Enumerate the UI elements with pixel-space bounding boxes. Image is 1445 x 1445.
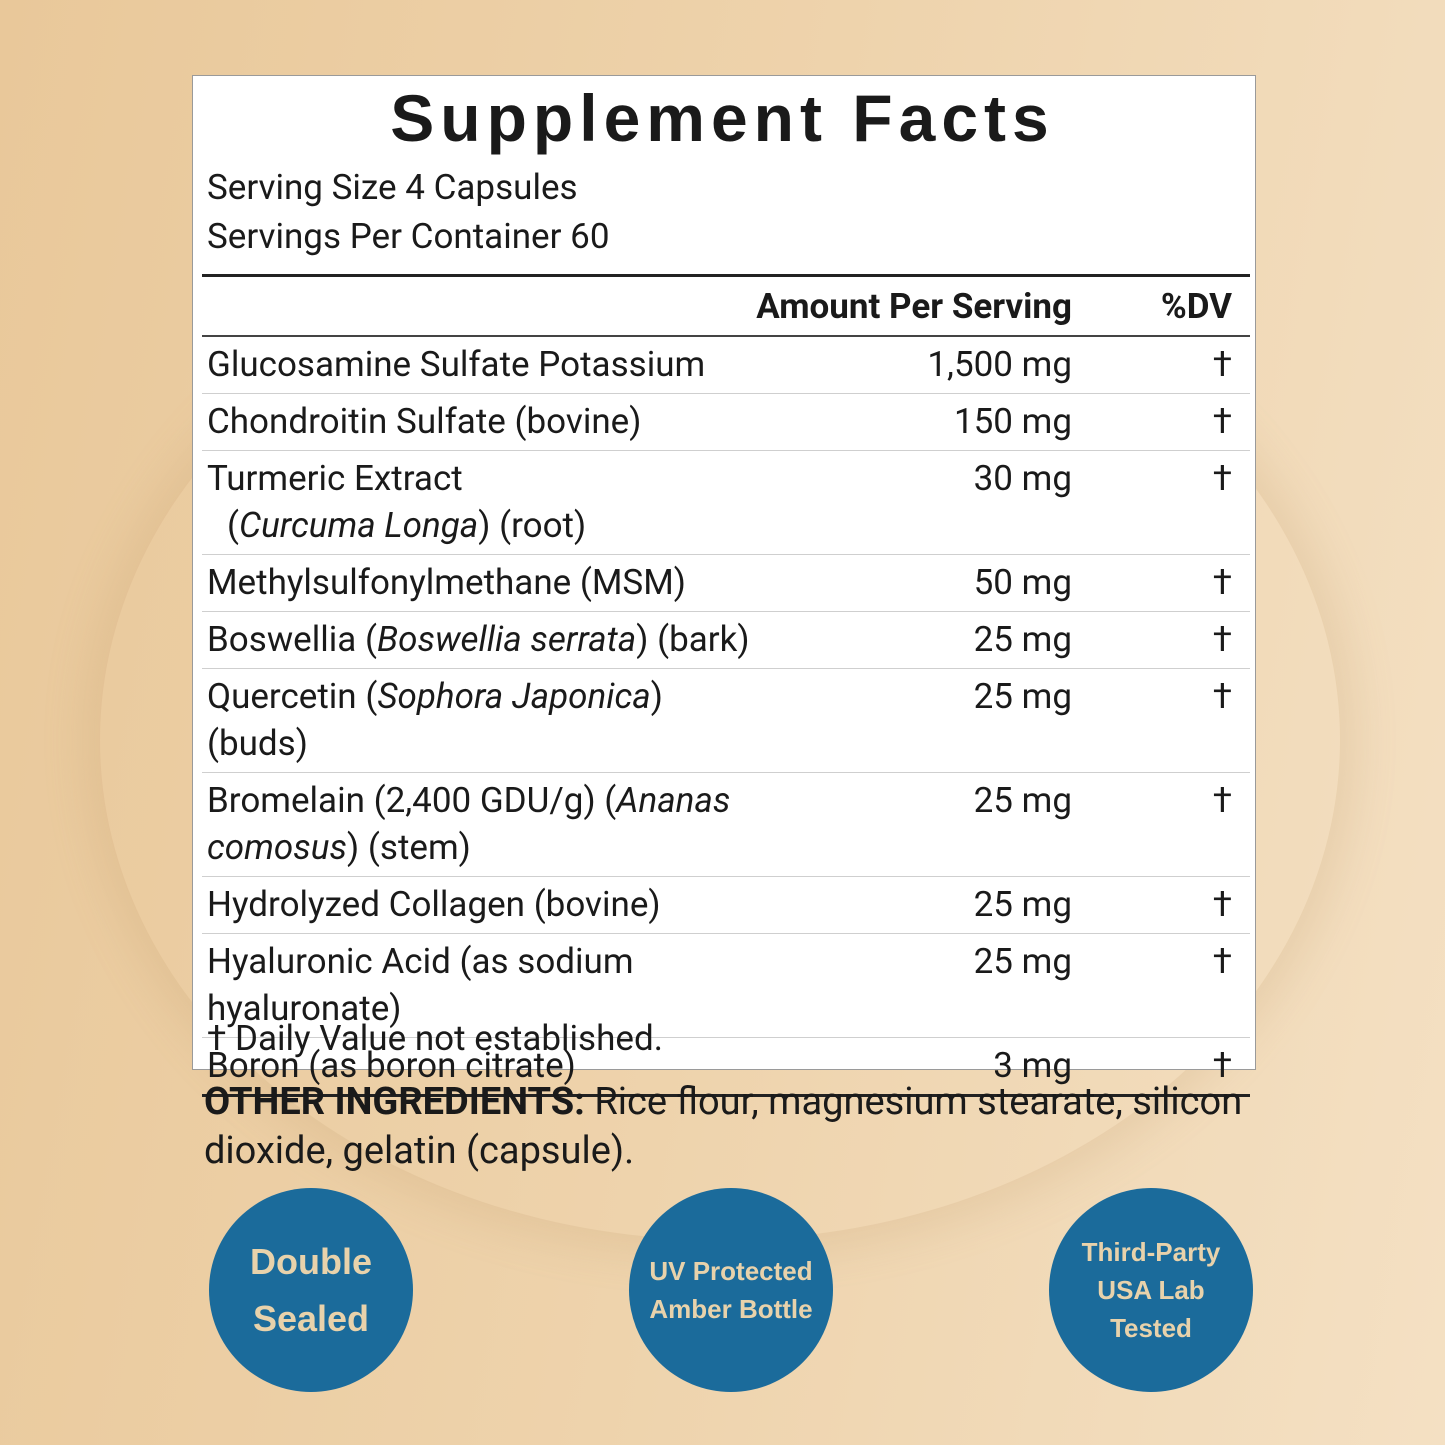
ingredient-name: Glucosamine Sulfate Potassium <box>202 336 757 394</box>
ingredient-row: Quercetin (Sophora Japonica) (buds) 25 mg… <box>202 668 1250 773</box>
daily-value: † <box>1072 772 1250 877</box>
badge-line: Double <box>250 1241 372 1282</box>
amount: 25 mg <box>756 611 1072 669</box>
badge: Double Sealed <box>209 1188 413 1392</box>
name-segment: Chondroitin Sulfate (bovine) <box>207 401 642 442</box>
badge-line: Tested <box>1110 1313 1192 1343</box>
ingredient-name: Boron (as boron citrate) <box>202 1038 756 1096</box>
daily-value: † <box>1072 611 1250 669</box>
badge: Third-Party USA Lab Tested <box>1049 1188 1253 1392</box>
name-segment: Boswellia ( <box>207 619 377 660</box>
ingredient-name: Turmeric Extract (Curcuma Longa) (root) <box>202 450 757 555</box>
amount: 150 mg <box>756 393 1072 451</box>
name-segment: Hydrolyzed Collagen (bovine) <box>207 884 661 925</box>
name-segment: ) (root) <box>478 505 587 546</box>
facts-table: Amount Per Serving %DV Glucosamine Sulfa… <box>202 274 1250 1097</box>
ingredient-name: Bromelain (2,400 GDU/g) (Ananas comosus)… <box>202 772 757 877</box>
header-row: Amount Per Serving %DV <box>202 275 1250 337</box>
ingredient-row: Glucosamine Sulfate Potassium 1,500 mg † <box>202 336 1250 394</box>
name-segment: ) (buds) <box>207 676 663 764</box>
daily-value: † <box>1072 393 1250 451</box>
amount-header: Amount Per Serving <box>756 275 1072 337</box>
amount: 3 mg <box>993 1045 1072 1086</box>
badge-line: UV Protected <box>649 1256 813 1286</box>
other-ingredients: OTHER INGREDIENTS: Rice flour, magnesium… <box>204 1078 1264 1176</box>
ingredient-row: Bromelain (2,400 GDU/g) (Ananas comosus)… <box>202 772 1250 877</box>
servings-per-container: Servings Per Container 60 <box>207 216 610 257</box>
ingredient-subname: (Curcuma Longa) (root) <box>207 502 756 549</box>
name-segment: Quercetin ( <box>207 676 378 717</box>
ingredient-name: Hydrolyzed Collagen (bovine) <box>202 876 757 934</box>
ingredient-row: Boron (as boron citrate) 3 mg † <box>202 1038 1250 1096</box>
badge-line: Third-Party <box>1081 1237 1221 1267</box>
ingredient-name: Quercetin (Sophora Japonica) (buds) <box>202 668 757 773</box>
other-heading: OTHER INGREDIENTS: <box>204 1080 585 1124</box>
badge-line: Amber Bottle <box>649 1294 813 1324</box>
serving-size: Serving Size 4 Capsules <box>207 167 578 208</box>
ingredient-name: Chondroitin Sulfate (bovine) <box>202 393 757 451</box>
amount: 25 mg <box>756 772 1072 877</box>
name-segment: ( <box>227 505 239 546</box>
name-segment: Glucosamine Sulfate Potassium <box>207 344 706 385</box>
daily-value: † <box>1072 668 1250 773</box>
amount: 1,500 mg <box>756 336 1072 394</box>
name-segment: Methylsulfonylmethane (MSM) <box>207 562 686 603</box>
footnote: † Daily Value not established. <box>207 1018 663 1059</box>
ingredient-row: Chondroitin Sulfate (bovine) 150 mg † <box>202 393 1250 451</box>
badge-line: USA Lab <box>1097 1275 1205 1305</box>
title: Supplement Facts <box>390 81 1055 155</box>
name-segment: Boron (as boron citrate) <box>207 1045 576 1086</box>
daily-value: † <box>1072 336 1250 394</box>
name-segment: Ananas comosus <box>207 780 731 868</box>
badge: UV Protected Amber Bottle <box>629 1188 833 1392</box>
ingredient-row: Hyaluronic Acid (as sodium hyaluronate) 2… <box>202 933 1250 1038</box>
name-segment: Hyaluronic Acid (as sodium hyaluronate) <box>207 941 634 1029</box>
name-segment: Curcuma Longa <box>238 505 479 546</box>
ingredient-name: Hyaluronic Acid (as sodium hyaluronate) <box>202 933 757 1038</box>
badge-line: Sealed <box>252 1298 370 1339</box>
amount: 25 mg <box>756 876 1072 934</box>
name-segment: Bromelain (2,400 GDU/g) ( <box>207 780 617 821</box>
name-segment: ) (stem) <box>347 827 471 868</box>
daily-value: † <box>1212 1045 1232 1086</box>
ingredient-name: Methylsulfonylmethane (MSM) <box>202 554 757 612</box>
name-segment: Turmeric Extract <box>207 458 463 499</box>
amount: 30 mg <box>756 450 1072 555</box>
amount: 25 mg <box>756 668 1072 773</box>
daily-value: † <box>1072 933 1250 1038</box>
other-text: Rice flour, magnesium stearate, silicon … <box>204 1080 1243 1173</box>
dv-header: %DV <box>1072 275 1250 337</box>
ingredient-row: Boswellia (Boswellia serrata) (bark) 25 m… <box>202 611 1250 669</box>
ingredient-row: Turmeric Extract (Curcuma Longa) (root) 30… <box>202 450 1250 555</box>
daily-value: † <box>1072 554 1250 612</box>
amount: 25 mg <box>756 933 1072 1038</box>
name-segment: ) (bark) <box>636 619 750 660</box>
ingredient-name: Boswellia (Boswellia serrata) (bark) <box>202 611 757 669</box>
daily-value: † <box>1072 876 1250 934</box>
blank-header <box>202 275 757 337</box>
ingredient-row: Methylsulfonylmethane (MSM) 50 mg † <box>202 554 1250 612</box>
name-segment: Sophora Japonica <box>377 676 651 717</box>
amount: 50 mg <box>756 554 1072 612</box>
ingredient-row: Hydrolyzed Collagen (bovine) 25 mg † <box>202 876 1250 934</box>
daily-value: † <box>1072 450 1250 555</box>
name-segment: Boswellia serrata <box>376 619 637 660</box>
